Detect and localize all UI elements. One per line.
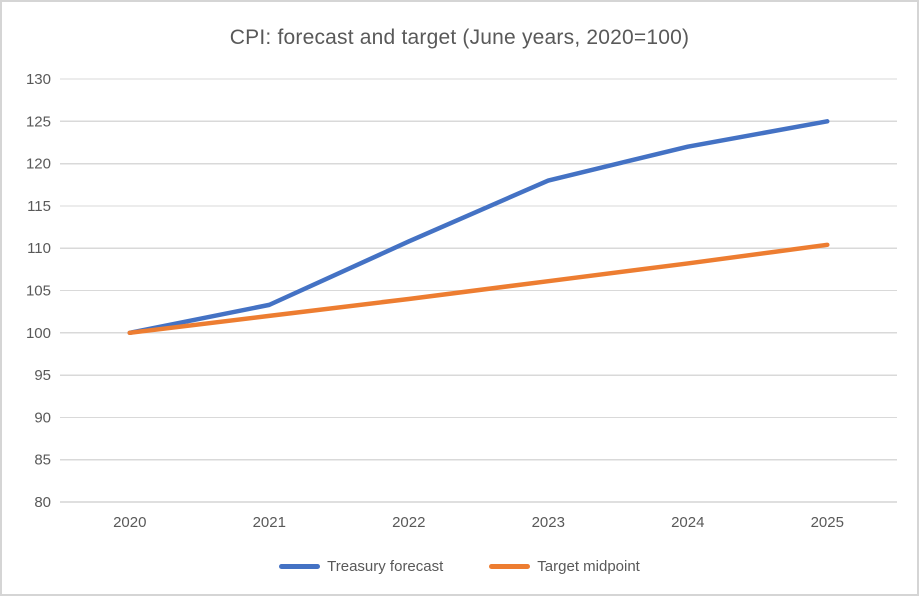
y-axis-tick-label: 85: [34, 452, 51, 469]
x-axis-tick-label: 2021: [253, 514, 286, 531]
series-line-treasury-forecast: [127, 119, 830, 336]
y-axis-tick-label: 115: [27, 198, 51, 215]
legend-label: Treasury forecast: [327, 557, 444, 575]
y-axis-tick-label: 125: [26, 113, 51, 130]
x-axis-tick-label: 2025: [811, 514, 844, 531]
y-axis-tick-label: 120: [26, 156, 51, 173]
y-axis-tick-label: 105: [26, 283, 51, 300]
x-axis-tick-label: 2024: [671, 514, 704, 531]
series-line-target-midpoint: [127, 242, 830, 336]
legend-label: Target midpoint: [537, 557, 640, 575]
chart-title: CPI: forecast and target (June years, 20…: [229, 26, 690, 49]
x-axis-tick-label: 2022: [392, 514, 425, 531]
y-axis-tick-label: 80: [34, 494, 51, 511]
legend-line-swatch: [489, 563, 531, 569]
y-axis-tick-label: 90: [34, 409, 51, 426]
legend-item: Target midpoint: [489, 558, 640, 575]
y-axis-tick-label: 130: [26, 71, 51, 88]
legend-item: Treasury forecast: [279, 558, 443, 575]
legend: Treasury forecast Target midpoint: [2, 551, 917, 581]
x-axis-tick-label: 2020: [113, 514, 146, 531]
y-axis-tick-label: 110: [27, 240, 51, 257]
legend-line-swatch: [279, 563, 321, 569]
y-axis-tick-label: 95: [34, 367, 51, 384]
x-axis-tick-label: 2023: [532, 514, 565, 531]
y-axis-tick-label: 100: [26, 325, 51, 342]
